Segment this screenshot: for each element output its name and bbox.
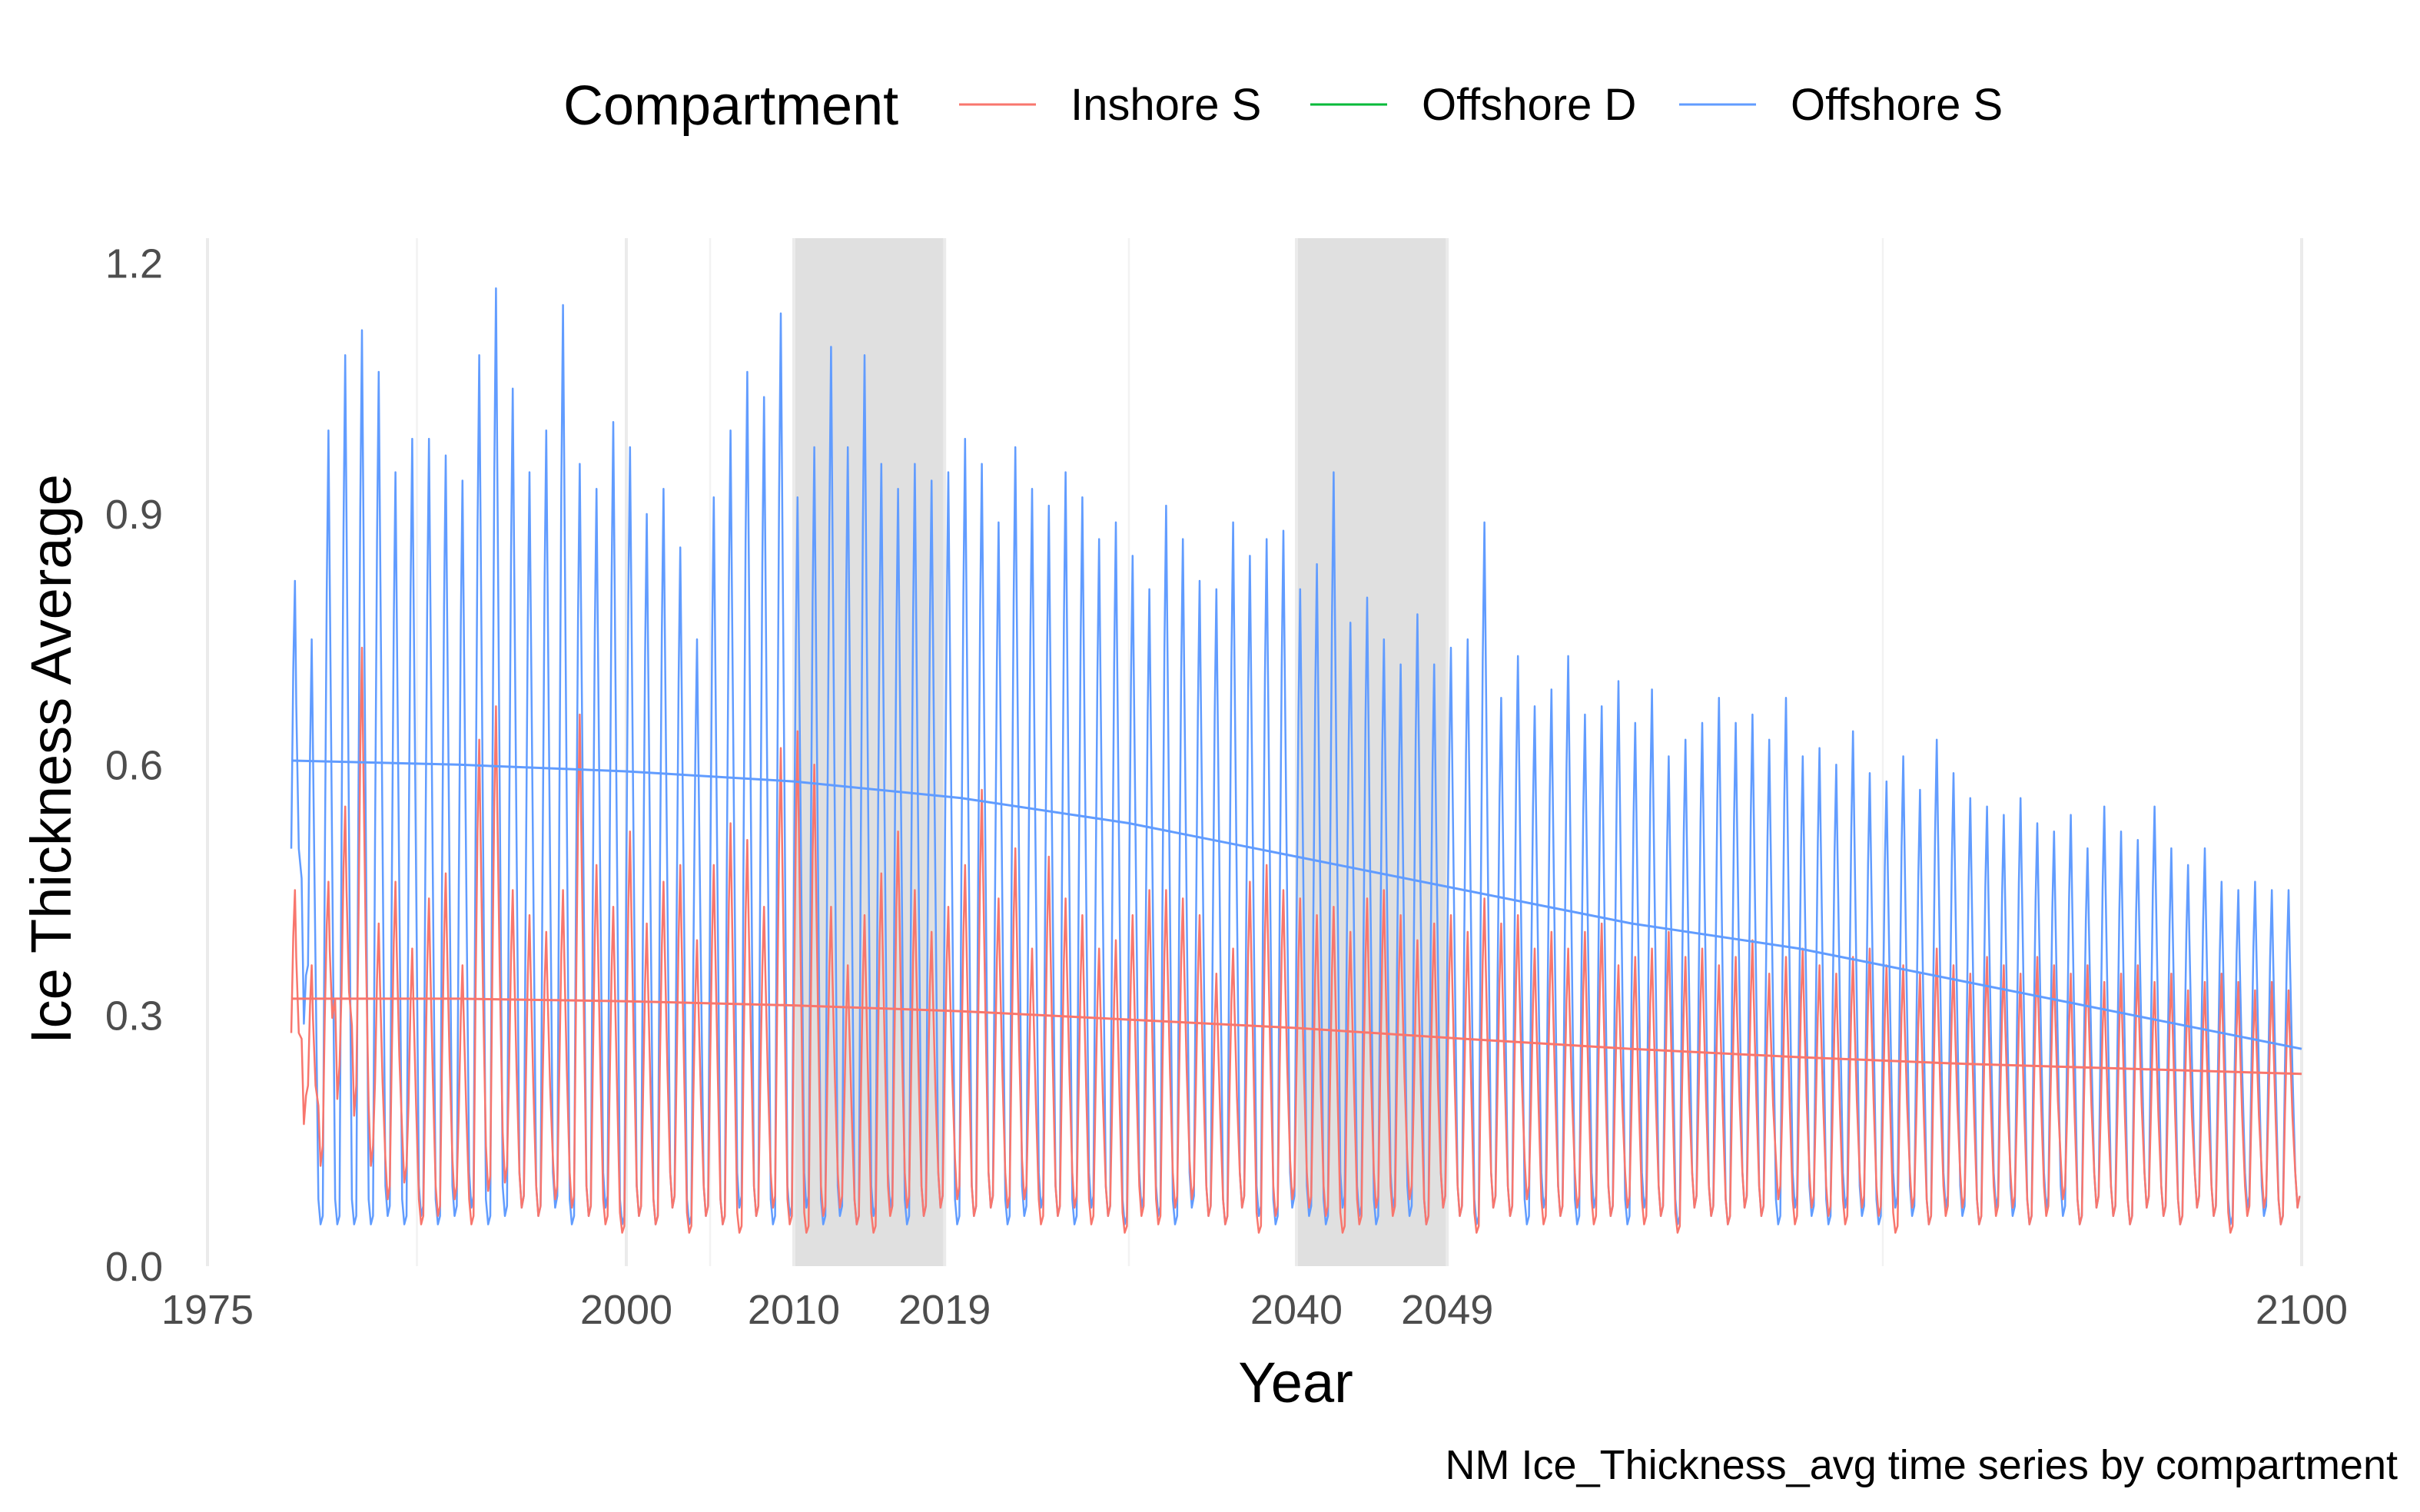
x-tick-label: 2049: [1401, 1287, 1493, 1333]
y-tick-label: 1.2: [105, 241, 163, 287]
legend-label: Offshore S: [1791, 80, 2003, 130]
x-tick-label: 2000: [580, 1287, 672, 1333]
y-axis-title: Ice Thickness Average: [19, 474, 83, 1044]
y-tick-label: 0.9: [105, 492, 163, 538]
x-tick-label: 2019: [898, 1287, 991, 1333]
y-tick-label: 0.6: [105, 742, 163, 788]
caption: NM Ice_Thickness_avg time series by comp…: [1446, 1442, 2398, 1488]
x-tick-labels: 1975 2000 2010 2019 2040 2049 2100: [161, 1287, 2348, 1333]
x-tick-label: 2040: [1250, 1287, 1343, 1333]
legend: Compartment Inshore S Offshore D Offshore …: [563, 75, 2003, 137]
trend-line-offshore-s: [290, 759, 2302, 1050]
series-lines: [290, 287, 2302, 1234]
y-tick-labels: 0.0 0.3 0.6 0.9 1.2: [105, 241, 163, 1290]
y-tick-label: 0.3: [105, 993, 163, 1040]
legend-label: Offshore D: [1422, 80, 1636, 130]
x-tick-label: 2100: [2256, 1287, 2348, 1333]
y-tick-label: 0.0: [105, 1244, 163, 1290]
legend-title: Compartment: [563, 75, 898, 137]
x-tick-label: 1975: [161, 1287, 254, 1333]
x-axis-title: Year: [1238, 1351, 1353, 1414]
x-tick-label: 2010: [748, 1287, 840, 1333]
legend-label: Inshore S: [1071, 80, 1261, 130]
trend-line-inshore-s: [291, 997, 2302, 1076]
series-line-inshore-s: [290, 646, 2301, 1234]
